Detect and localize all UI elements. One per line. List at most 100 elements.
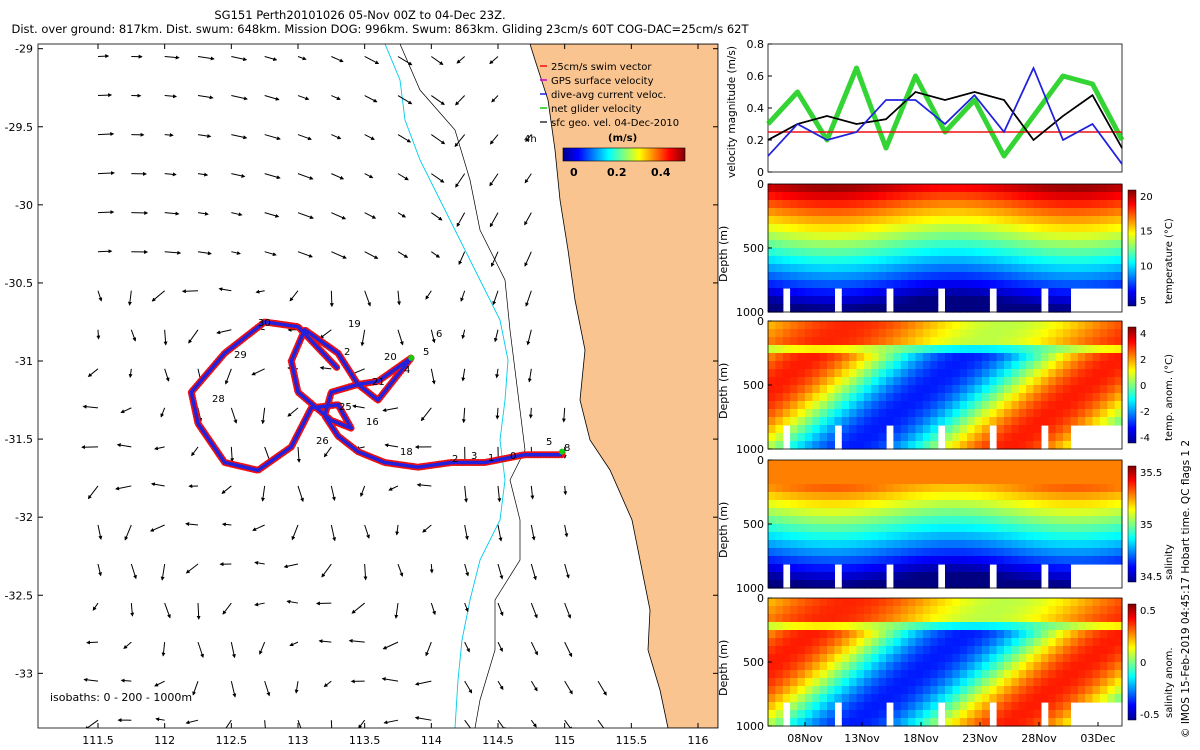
heat-cell xyxy=(782,264,791,273)
heat-cell xyxy=(812,256,821,265)
heat-cell xyxy=(827,564,835,573)
heat-cell xyxy=(945,516,953,525)
heat-cell xyxy=(967,256,976,265)
heat-cell xyxy=(856,377,865,386)
map-colorbar xyxy=(562,147,686,162)
heat-cell xyxy=(1099,694,1108,703)
heat-cell xyxy=(1026,272,1035,281)
heat-cell xyxy=(812,369,821,378)
heat-cell xyxy=(790,500,799,509)
heat-cell xyxy=(900,200,909,209)
heat-cell xyxy=(768,524,776,533)
heat-cell xyxy=(804,564,813,573)
heat-cell xyxy=(797,572,806,581)
heat-cell xyxy=(849,401,858,410)
heat-cell xyxy=(782,417,791,426)
heat-cell xyxy=(775,433,784,442)
heat-cell xyxy=(930,630,939,639)
heat-cell xyxy=(1070,540,1079,549)
heat-cell xyxy=(1040,264,1049,273)
heat-cell xyxy=(1011,508,1020,517)
heat-cell xyxy=(782,540,791,549)
heat-cell xyxy=(1077,476,1086,485)
heat-cell xyxy=(967,654,976,663)
heat-cell xyxy=(834,630,843,639)
heat-cell xyxy=(1018,425,1027,434)
heat-cell xyxy=(952,288,961,297)
heat-cell xyxy=(827,441,835,450)
heat-cell xyxy=(812,694,821,703)
cbar-tick-label: -0.5 xyxy=(1140,710,1160,721)
heat-cell xyxy=(900,460,909,469)
heat-cell xyxy=(930,580,939,589)
heat-cell xyxy=(1011,369,1020,378)
legend-geo: sfc geo. vel. 04-Dec-2010 xyxy=(551,118,679,129)
heat-cell xyxy=(1004,702,1012,711)
velocity-ylabel: velocity magnitude (m/s) xyxy=(726,46,738,178)
heat-cell xyxy=(782,508,791,517)
heat-cell xyxy=(1026,425,1035,434)
current-arrow xyxy=(530,563,537,581)
heat-cell xyxy=(922,224,931,233)
heat-cell xyxy=(1004,492,1012,501)
heat-cell xyxy=(908,256,917,265)
heat-cell xyxy=(981,622,990,631)
heat-cell xyxy=(922,441,931,450)
heat-cell xyxy=(841,216,850,225)
heat-cell xyxy=(849,548,858,557)
heat-cell xyxy=(1092,248,1101,257)
current-arrow xyxy=(388,485,399,491)
heat-cell xyxy=(922,272,931,281)
heat-cell xyxy=(871,686,880,695)
heat-cell xyxy=(886,345,894,354)
heat-cell xyxy=(952,361,961,370)
heat-cell xyxy=(974,385,983,394)
heat-cell xyxy=(1092,240,1101,249)
heat-cell xyxy=(974,409,983,418)
heat-cell xyxy=(775,296,784,305)
heat-cell xyxy=(900,321,909,330)
heat-cell xyxy=(834,240,843,249)
heat-cell xyxy=(856,484,865,493)
heat-cell xyxy=(915,606,924,615)
cbar-tick-label: 15 xyxy=(1140,227,1153,238)
heat-cell xyxy=(1099,329,1108,338)
heat-cell xyxy=(1048,433,1057,442)
heat-cell xyxy=(871,232,880,241)
heat-cell xyxy=(1033,524,1042,533)
heat-cell xyxy=(981,654,990,663)
heat-cell xyxy=(915,556,924,565)
heat-cell xyxy=(908,393,917,402)
heat-cell xyxy=(1004,296,1012,305)
current-arrow xyxy=(161,642,166,657)
current-arrow xyxy=(464,680,473,694)
heat-cell xyxy=(886,272,894,281)
heat-cell xyxy=(1026,345,1035,354)
heat-cell xyxy=(1063,556,1071,565)
heat-cell xyxy=(834,508,843,517)
heat-cell xyxy=(1011,598,1020,607)
heat-cell xyxy=(930,409,939,418)
heat-cell xyxy=(959,598,968,607)
heat-cell xyxy=(959,540,968,549)
heat-cell xyxy=(775,272,784,281)
heat-cell xyxy=(863,288,872,297)
heat-cell xyxy=(804,337,813,346)
heat-cell xyxy=(967,192,976,201)
heat-cell xyxy=(937,468,946,477)
heat-cell xyxy=(945,678,953,687)
current-arrow xyxy=(430,329,436,344)
day-label: 4 xyxy=(404,365,410,376)
heat-cell xyxy=(922,638,931,647)
heat-cell xyxy=(819,500,828,509)
heat-cell xyxy=(908,369,917,378)
heat-cell xyxy=(1033,385,1042,394)
heat-cell xyxy=(1048,296,1057,305)
heat-cell xyxy=(812,232,821,241)
heat-cell xyxy=(790,548,799,557)
heat-cell xyxy=(1099,321,1108,330)
heat-cell xyxy=(886,256,894,265)
heat-cell xyxy=(1070,614,1079,623)
heat-cell xyxy=(952,353,961,362)
